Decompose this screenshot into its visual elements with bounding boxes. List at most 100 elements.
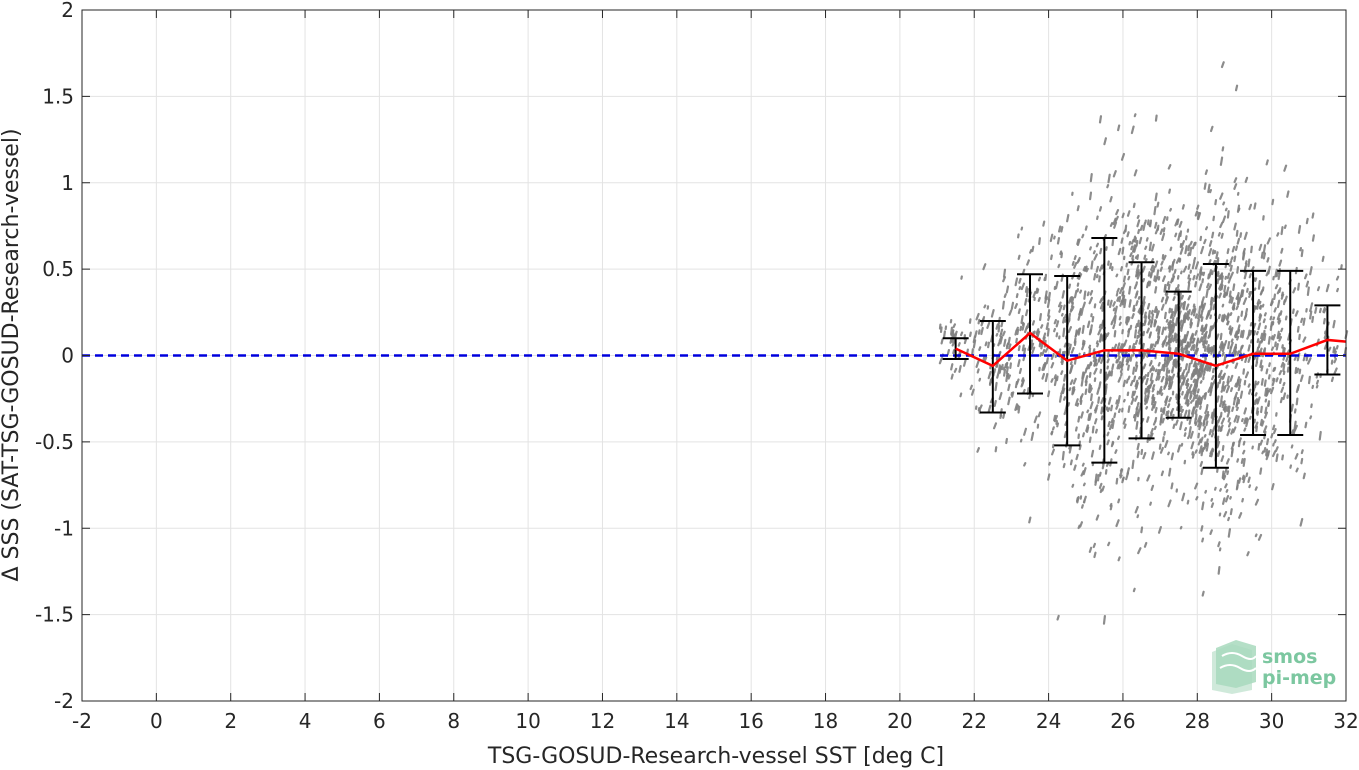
scatter-point <box>1066 213 1070 223</box>
scatter-point <box>1235 229 1239 237</box>
scatter-point <box>1228 290 1232 298</box>
scatter-point <box>1214 199 1218 206</box>
scatter-point <box>1154 114 1158 122</box>
scatter-point <box>1099 488 1103 494</box>
scatter-point <box>952 323 957 329</box>
scatter-point <box>1021 344 1025 352</box>
scatter-point <box>1225 458 1230 465</box>
scatter-point <box>1203 182 1207 190</box>
scatter-point <box>1077 327 1082 336</box>
scatter-point <box>1002 366 1006 371</box>
scatter-point <box>1153 306 1158 313</box>
scatter-point <box>1302 317 1306 326</box>
scatter-point <box>1026 259 1030 266</box>
scatter-point <box>1211 231 1215 239</box>
scatter-point <box>1274 446 1279 453</box>
scatter-point <box>1265 448 1269 457</box>
scatter-point <box>1299 517 1304 527</box>
scatter-point <box>1181 204 1185 210</box>
scatter-point <box>1309 266 1313 276</box>
scatter-point <box>1211 425 1216 434</box>
scatter-point <box>1221 303 1225 308</box>
scatter-point <box>1279 378 1283 384</box>
scatter-point <box>974 330 978 339</box>
scatter-point <box>1249 322 1253 327</box>
scatter-point <box>1137 547 1142 555</box>
scatter-point <box>1255 425 1259 433</box>
scatter-point <box>1262 425 1268 434</box>
scatter-point <box>1084 388 1088 396</box>
scatter-point <box>1090 449 1095 458</box>
scatter-point <box>1168 325 1172 332</box>
scatter-point <box>1146 281 1150 289</box>
scatter-point <box>1262 318 1266 324</box>
scatter-point <box>1122 398 1126 403</box>
scatter-point <box>1222 474 1227 481</box>
scatter-point <box>1169 277 1174 284</box>
y-tick-label: -1.5 <box>35 603 74 627</box>
scatter-point <box>1212 303 1216 311</box>
scatter-point <box>940 338 944 345</box>
scatter-point <box>1243 271 1248 280</box>
scatter-point <box>995 362 999 368</box>
scatter-point <box>1063 409 1067 416</box>
scatter-point <box>1165 410 1169 417</box>
scatter-point <box>1281 454 1284 461</box>
scatter-point <box>1053 414 1057 422</box>
scatter-point <box>1154 416 1158 423</box>
scatter-point <box>1015 326 1019 331</box>
scatter-point <box>1141 322 1145 327</box>
scatter-point <box>1239 290 1244 299</box>
scatter-point <box>1086 426 1090 433</box>
scatter-point <box>1115 209 1120 216</box>
scatter-point <box>1174 218 1179 227</box>
scatter-point <box>1069 379 1074 386</box>
scatter-point <box>1196 211 1200 220</box>
scatter-point <box>1127 275 1131 281</box>
scatter-point <box>1168 188 1172 194</box>
scatter-point <box>1149 219 1153 228</box>
scatter-point <box>1047 309 1051 317</box>
scatter-point <box>969 384 973 391</box>
scatter-point <box>1055 320 1060 328</box>
scatter-point <box>1236 292 1240 301</box>
scatter-point <box>1136 219 1141 228</box>
scatter-point <box>1053 327 1056 333</box>
scatter-point <box>1074 329 1078 337</box>
scatter-point <box>1293 408 1297 414</box>
scatter-point <box>1154 276 1159 283</box>
scatter-point <box>987 341 991 349</box>
scatter-point <box>1161 417 1165 424</box>
scatter-point <box>1160 375 1165 383</box>
scatter-point <box>1199 380 1203 384</box>
scatter-point <box>1185 341 1190 350</box>
scatter-point <box>1123 298 1127 309</box>
scatter-point <box>1172 359 1176 366</box>
scatter-point <box>1260 251 1264 259</box>
scatter-point <box>1014 380 1019 389</box>
scatter-point <box>1225 292 1229 297</box>
scatter-point <box>1204 323 1208 331</box>
scatter-point <box>1241 497 1244 503</box>
scatter-point <box>1030 431 1035 442</box>
y-tick-label: -2 <box>54 689 74 713</box>
scatter-point <box>1161 275 1166 283</box>
scatter-point <box>1248 290 1252 295</box>
scatter-point <box>1310 302 1314 308</box>
scatter-point <box>1129 354 1133 362</box>
scatter-point <box>1279 310 1283 316</box>
scatter-point <box>1248 273 1252 279</box>
scatter-point <box>1143 254 1147 260</box>
x-tick-label: 24 <box>1036 709 1061 733</box>
scatter-point <box>1146 389 1151 399</box>
scatter-point <box>1184 399 1189 405</box>
scatter-point <box>995 323 999 330</box>
scatter-point <box>1130 245 1134 251</box>
scatter-point <box>1318 307 1322 314</box>
scatter-point <box>1037 296 1041 302</box>
scatter-point <box>1334 350 1337 355</box>
scatter-point <box>1229 341 1234 349</box>
scatter-point <box>1245 472 1249 478</box>
scatter-point <box>976 447 980 453</box>
scatter-point <box>1115 359 1119 364</box>
